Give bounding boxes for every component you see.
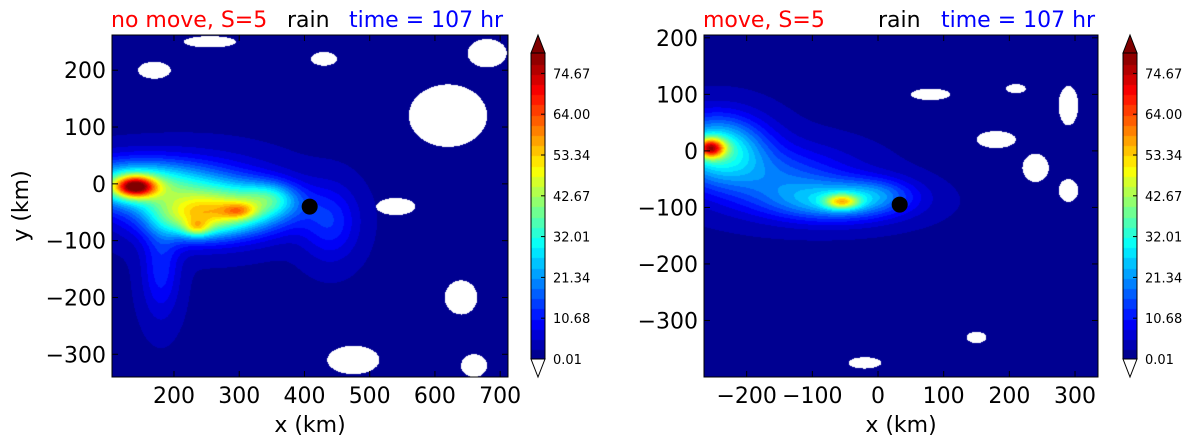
colorbar-over-arrow (1122, 33, 1138, 54)
x-axis-label: x (km) (274, 413, 345, 438)
colorbar-tick-label: 42.67 (553, 190, 590, 205)
x-tick-label: 200 (153, 384, 195, 409)
colorbar-under-arrow (530, 358, 546, 379)
colorbar-ticks: 0.01 10.68 21.34 32.01 42.67 53.34 64.00 74.67 (541, 67, 590, 368)
colorbar-under-arrow (1122, 358, 1138, 379)
title-left: no move, S=5 (111, 8, 267, 33)
x-tick-label: 700 (479, 384, 521, 409)
storm-center-marker (301, 198, 318, 215)
colorbar-frame (1122, 52, 1138, 360)
x-tick-label: 200 (988, 384, 1030, 409)
x-tick-label: 100 (923, 384, 965, 409)
y-tick-label: 0 (92, 173, 106, 198)
colorbar-tick-label: 10.68 (553, 312, 590, 327)
y-axis-label: y (km) (9, 170, 34, 241)
plot-frame (111, 34, 509, 378)
x-tick-label: 0 (871, 384, 885, 409)
colorbar-tick-label: 21.34 (553, 271, 590, 286)
colorbar-0 (531, 53, 545, 359)
title-center: rain (878, 8, 921, 33)
y-tick-label: 200 (656, 27, 698, 52)
x-tick-label: −200 (716, 384, 776, 409)
colorbar-ticks: 0.01 10.68 21.34 32.01 42.67 53.34 64.00 74.67 (1133, 67, 1182, 368)
y-tick-label: −100 (46, 230, 106, 255)
colorbar-tick-label: 0.01 (1145, 353, 1174, 368)
y-tick-label: −200 (638, 253, 698, 278)
axis-ticks: 200 300 400 500 600 700 200 100 0 −100 −200 −300 (46, 35, 521, 409)
plot-frame (703, 34, 1099, 378)
y-tick-label: −100 (638, 196, 698, 221)
colorbar-tick-label: 53.34 (553, 149, 590, 164)
colorbar-tick-label: 74.67 (553, 67, 590, 82)
title-center: rain (287, 8, 330, 33)
title-right: time = 107 hr (941, 8, 1096, 33)
colorbar-tick-label: 32.01 (553, 231, 590, 246)
colorbar-1 (1123, 53, 1137, 359)
colorbar-over-arrow (530, 33, 546, 54)
title-left: move, S=5 (703, 8, 825, 33)
panel-move: move, S=5 rain time = 107 hr −200 −100 0 10… (638, 8, 1183, 438)
x-axis-label: x (km) (865, 413, 936, 438)
y-tick-label: −200 (46, 286, 106, 311)
storm-center-marker (891, 196, 908, 213)
panel-no-move: no move, S=5 rain time = 107 hr 200 300 40… (9, 8, 590, 438)
y-tick-label: 0 (684, 140, 698, 165)
x-tick-label: 300 (218, 384, 260, 409)
colorbar-tick-label: 42.67 (1145, 190, 1182, 205)
y-tick-label: −300 (46, 343, 106, 368)
x-tick-label: 600 (414, 384, 456, 409)
colorbar-tick-label: 74.67 (1145, 67, 1182, 82)
colorbar-frame (530, 52, 546, 360)
colorbar-tick-label: 64.00 (553, 108, 590, 123)
title-right: time = 107 hr (349, 8, 504, 33)
colorbar-tick-label: 0.01 (553, 353, 582, 368)
colorbar-tick-label: 53.34 (1145, 149, 1182, 164)
x-tick-label: −100 (782, 384, 842, 409)
x-tick-label: 400 (283, 384, 325, 409)
y-tick-label: 100 (656, 83, 698, 108)
y-tick-label: 200 (64, 59, 106, 84)
y-tick-label: 100 (64, 116, 106, 141)
x-tick-label: 500 (349, 384, 391, 409)
colorbar-tick-label: 32.01 (1145, 231, 1182, 246)
colorbar-tick-label: 21.34 (1145, 271, 1182, 286)
colorbar-tick-label: 64.00 (1145, 108, 1182, 123)
x-tick-label: 300 (1054, 384, 1096, 409)
colorbar-tick-label: 10.68 (1145, 312, 1182, 327)
y-tick-label: −300 (638, 309, 698, 334)
